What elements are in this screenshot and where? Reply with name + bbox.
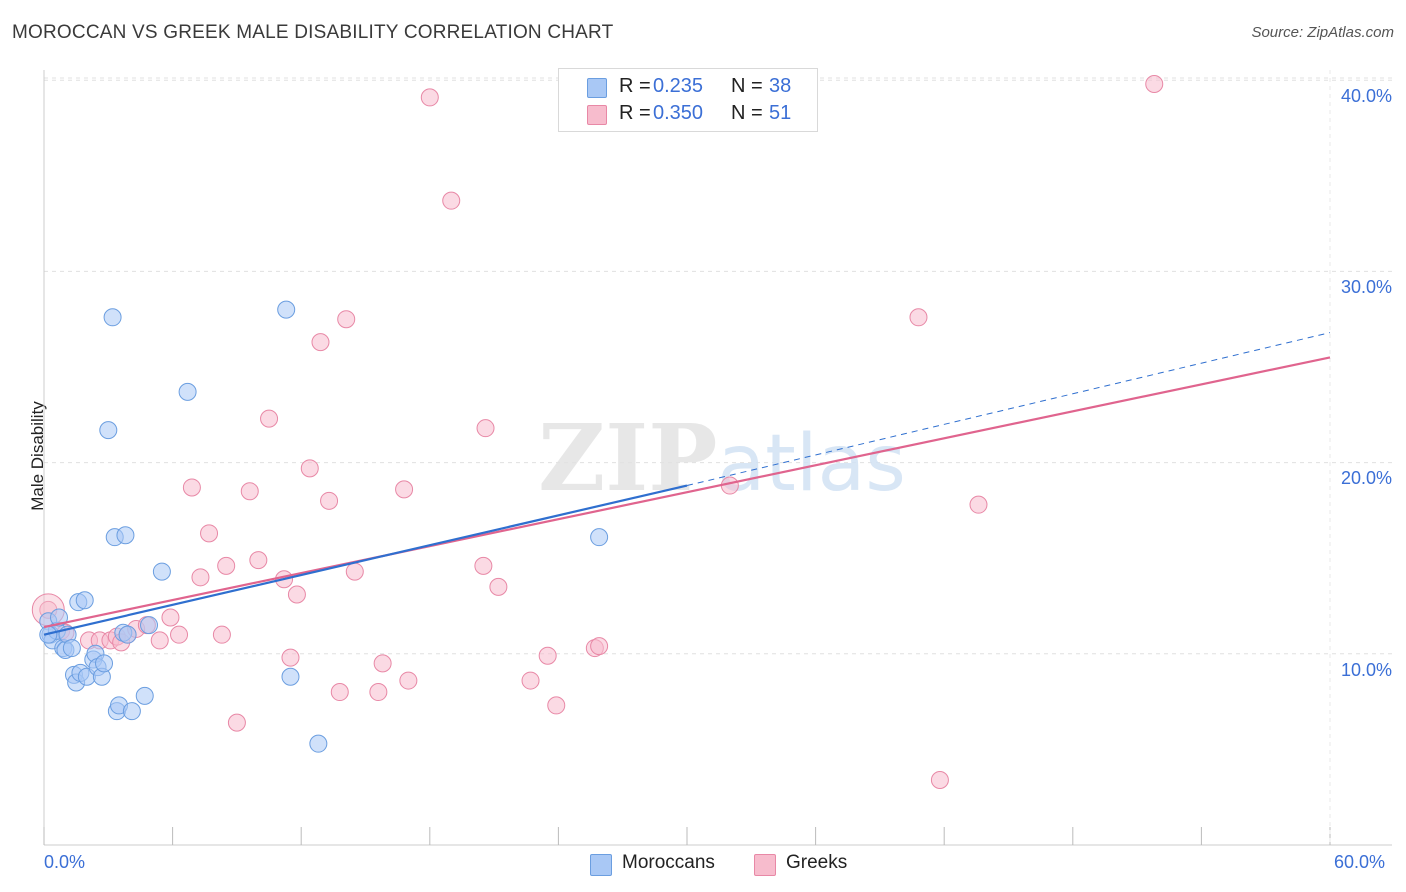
greeks-point	[521, 671, 540, 690]
y-tick-label: 30.0%	[1340, 277, 1392, 297]
moroccans-point	[50, 608, 69, 627]
moroccans-swatch	[590, 854, 612, 876]
greeks-point	[249, 551, 268, 570]
trend-lines	[43, 332, 1331, 636]
greeks-point	[369, 683, 388, 702]
n-label: N =	[731, 75, 763, 97]
greeks-swatch	[754, 854, 776, 876]
moroccans-point	[62, 639, 81, 658]
moroccans-point	[122, 702, 141, 721]
legend-label: Greeks	[786, 852, 848, 873]
moroccans-swatch	[587, 78, 607, 98]
correlation-legend: R = 0.235 N = 38 R = 0.350 N = 51	[558, 68, 818, 132]
moroccans-point	[281, 667, 300, 686]
watermark: ZIPatlas	[538, 404, 906, 512]
r-value: 0.350	[653, 102, 704, 124]
greeks-point	[320, 491, 339, 510]
moroccans-point	[116, 526, 135, 545]
greeks-point	[212, 625, 231, 644]
greeks-point	[909, 308, 928, 327]
greeks-point	[150, 631, 169, 650]
n-label: N =	[731, 102, 763, 124]
greeks-point	[442, 191, 461, 210]
r-label: R =	[619, 75, 651, 97]
r-label: R =	[619, 102, 651, 124]
r-value: 0.235	[653, 75, 704, 97]
moroccans-point	[309, 734, 328, 753]
moroccans-points	[39, 300, 609, 753]
greeks-point	[300, 459, 319, 478]
greeks-point	[345, 562, 364, 581]
moroccans-point	[118, 625, 137, 644]
greeks-point	[420, 88, 439, 107]
gridlines	[44, 77, 1392, 655]
axes	[43, 70, 1392, 846]
greeks-point	[191, 568, 210, 587]
y-tick-label: 40.0%	[1340, 86, 1392, 106]
moroccans-point	[140, 616, 159, 635]
n-value: 51	[769, 102, 792, 124]
greeks-point	[474, 556, 493, 575]
moroccans-trend-line	[43, 484, 688, 636]
greeks-point	[930, 770, 949, 789]
moroccans-point	[103, 308, 122, 327]
moroccans-point	[75, 591, 94, 610]
moroccans-point	[178, 382, 197, 401]
greeks-point	[287, 585, 306, 604]
greeks-point	[1145, 75, 1164, 94]
moroccans-point	[95, 654, 114, 673]
y-tick-label: 20.0%	[1340, 468, 1392, 488]
y-tick-label: 10.0%	[1340, 660, 1392, 680]
chart-title: MOROCCAN VS GREEK MALE DISABILITY CORREL…	[12, 22, 614, 43]
moroccans-point	[152, 562, 171, 581]
moroccans-trend-extension	[686, 332, 1331, 487]
x-tick-label-min: 0.0%	[44, 852, 86, 872]
x-tick-label-max: 60.0%	[1334, 852, 1386, 872]
greeks-point	[161, 608, 180, 627]
greeks-point	[476, 419, 495, 438]
greeks-point	[399, 671, 418, 690]
greeks-point	[489, 577, 508, 596]
greeks-point	[547, 696, 566, 715]
greeks-point	[395, 480, 414, 499]
greeks-point	[182, 478, 201, 497]
moroccans-point	[277, 300, 296, 319]
greeks-swatch	[587, 105, 607, 125]
greeks-point	[311, 333, 330, 352]
greeks-point	[281, 648, 300, 667]
source-label: Source: ZipAtlas.com	[1251, 24, 1394, 41]
greeks-point	[337, 310, 356, 329]
greeks-point	[260, 409, 279, 428]
greeks-point	[373, 654, 392, 673]
greeks-point	[330, 683, 349, 702]
moroccans-point	[135, 686, 154, 705]
greeks-trend-line	[43, 356, 1331, 629]
greeks-point	[590, 637, 609, 656]
n-value: 38	[769, 75, 792, 97]
greeks-point	[200, 524, 219, 543]
greeks-point	[217, 556, 236, 575]
greeks-point	[170, 625, 189, 644]
greeks-point	[538, 646, 557, 665]
legend-label: Moroccans	[622, 852, 715, 873]
greeks-point	[240, 482, 259, 501]
greeks-point	[227, 713, 246, 732]
moroccans-point	[590, 528, 609, 547]
moroccans-point	[99, 421, 118, 440]
greeks-points	[31, 75, 1164, 789]
greeks-point	[969, 495, 988, 514]
